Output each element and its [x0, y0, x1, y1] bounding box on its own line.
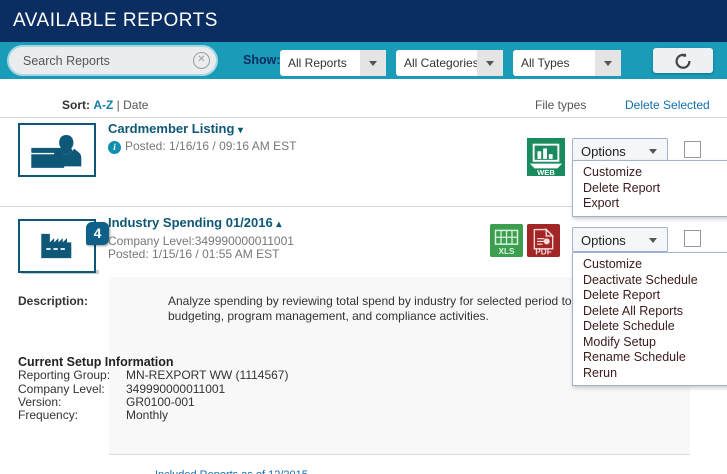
- svg-text:XLS: XLS: [498, 247, 515, 256]
- svg-text:PDF: PDF: [535, 247, 552, 256]
- svg-text:WEB: WEB: [537, 168, 555, 176]
